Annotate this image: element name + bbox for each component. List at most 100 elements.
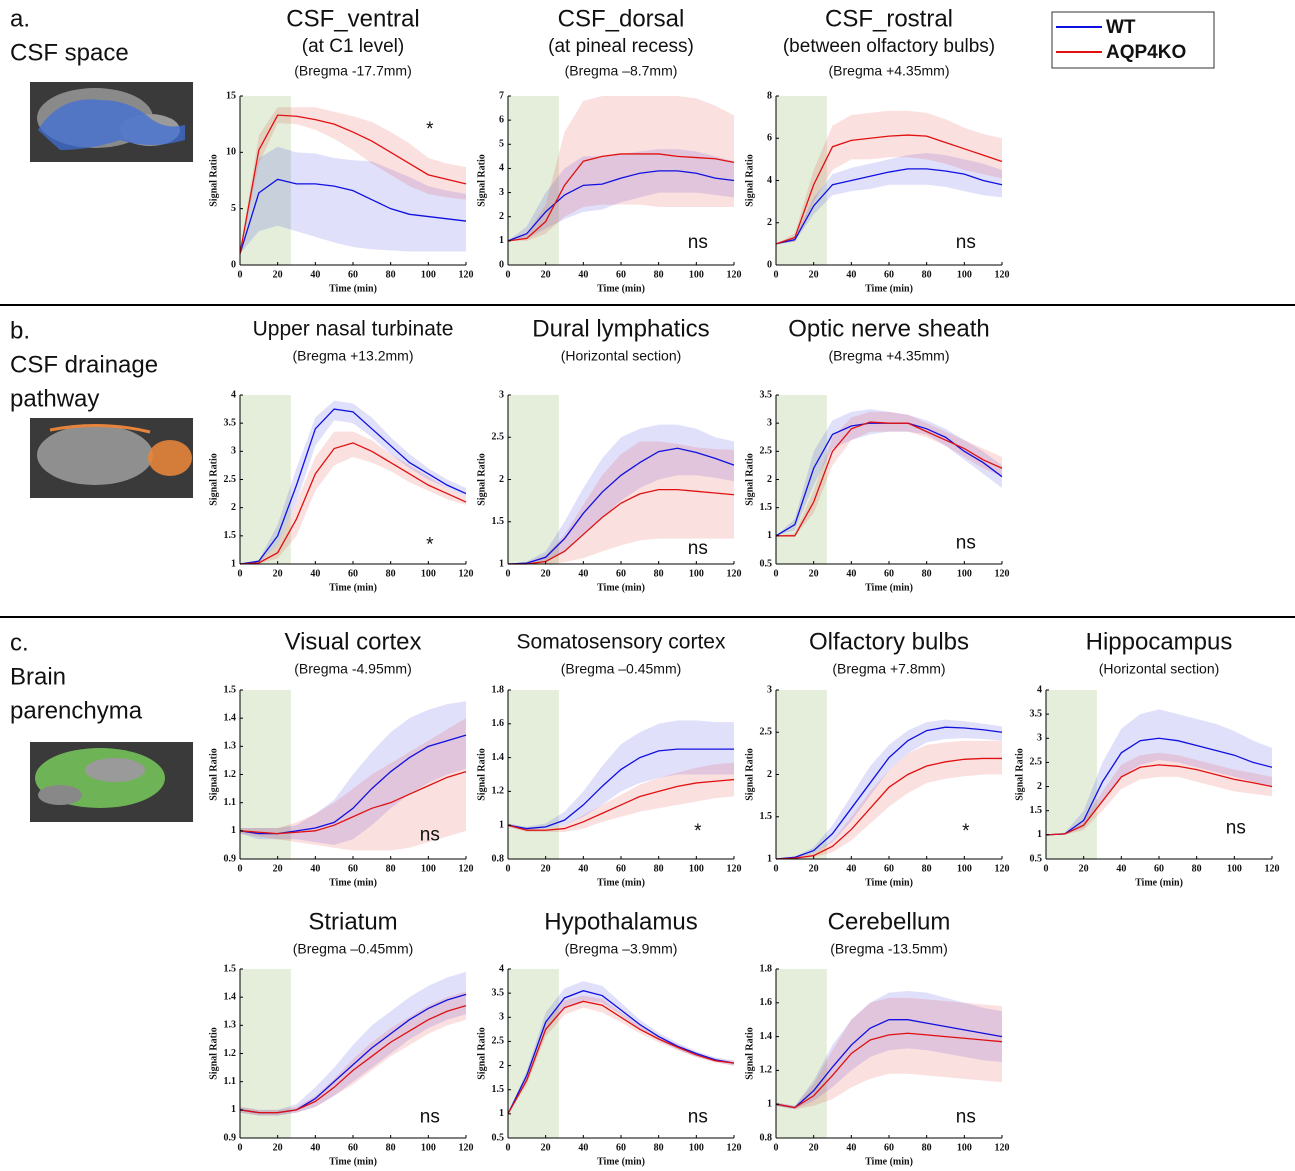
x-tick-label: 60 [348,1142,358,1153]
brain-image [30,418,193,498]
y-tick-label: 1 [231,825,236,836]
x-axis-label: Time (min) [597,1156,645,1167]
y-tick-label: 8 [767,90,772,101]
y-tick-label: 2.5 [224,474,237,485]
x-axis-label: Time (min) [597,283,645,294]
y-tick-label: 2 [767,474,772,485]
chart-subtitle: (Horizontal section) [561,348,682,364]
error-band [240,431,466,564]
y-tick-label: 2 [499,474,504,485]
section-letter: b. [10,317,30,344]
error-band [508,995,734,1114]
series-line [1045,737,1273,836]
x-tick-label: 0 [774,863,779,874]
section-letter: a. [10,5,30,32]
series-line [239,1004,467,1114]
x-tick-label: 120 [995,863,1010,874]
shaded-window [508,96,559,265]
chart-title: Upper nasal turbinate [253,318,454,341]
y-tick-label: 1.5 [760,811,773,822]
x-tick-label: 0 [506,568,511,579]
y-tick-label: 1 [231,558,236,569]
chart: 0.9 1 1.1 1.2 1.3 1.4 1.5 0 20 40 60 80 100 120 Time (… [208,628,473,888]
chart: 0 1 2 3 4 5 6 7 0 20 40 60 80 100 120 Time (min) Signal … [476,5,741,294]
error-band [508,762,734,832]
x-tick-label: 20 [273,863,283,874]
x-tick-label: 60 [884,1142,894,1153]
x-tick-label: 80 [654,568,664,579]
x-tick-label: 80 [922,269,932,280]
x-tick-label: 100 [421,568,436,579]
series-line [775,726,1003,860]
y-axis-label: Signal Ratio [208,154,219,207]
y-tick-label: 1.2 [224,769,237,780]
error-band [776,411,1002,536]
annotation: ns [688,232,708,253]
series-line [507,778,735,831]
chart: 0 5 10 15 0 20 40 60 80 100 120 Time (min) Signal Ra… [208,5,473,294]
y-tick-label: 1.6 [760,997,773,1008]
x-tick-label: 100 [689,269,704,280]
series-line [775,168,1003,245]
x-tick-label: 120 [995,1142,1010,1153]
section-label: Brain [10,663,66,690]
section-label: CSF space [10,39,129,66]
x-tick-label: 0 [238,269,243,280]
x-tick-label: 60 [348,863,358,874]
series-line [239,771,467,835]
series-line [239,442,467,565]
x-tick-label: 80 [654,269,664,280]
y-tick-label: 1.5 [224,963,237,974]
y-tick-label: 1 [499,1108,504,1119]
error-band [776,110,1002,244]
annotation: ns [956,533,976,554]
x-tick-label: 40 [578,1142,588,1153]
y-tick-label: 6 [499,114,504,125]
y-tick-label: 1.8 [760,963,773,974]
y-tick-label: 1.4 [760,1031,773,1042]
series-line [776,421,1003,537]
y-tick-label: 3.5 [224,417,237,428]
series-line [775,757,1002,860]
error-band [240,146,466,254]
x-tick-label: 20 [541,863,551,874]
series-line [775,134,1003,245]
x-tick-label: 100 [421,863,436,874]
chart-subtitle: (Bregma -13.5mm) [830,941,947,957]
chart-title: CSF_ventral [286,5,419,32]
x-tick-label: 20 [809,1142,819,1153]
y-tick-label: 4 [231,389,236,400]
y-tick-label: 0.5 [1030,853,1043,864]
y-axis-label: Signal Ratio [1014,748,1025,801]
x-tick-label: 100 [1227,863,1242,874]
x-tick-label: 80 [386,269,396,280]
shaded-window [776,969,827,1138]
chart-subtitle: (Bregma –0.45mm) [293,941,414,957]
x-tick-label: 80 [386,1142,396,1153]
x-tick-label: 0 [506,863,511,874]
x-tick-label: 20 [809,568,819,579]
x-tick-label: 120 [727,863,742,874]
shaded-window [508,969,559,1138]
series-line [775,1032,1003,1109]
x-tick-label: 60 [616,568,626,579]
x-tick-label: 100 [689,1142,704,1153]
y-axis-label: Signal Ratio [744,453,755,506]
x-tick-label: 0 [238,1142,243,1153]
section-label: CSF drainage [10,351,158,378]
x-tick-label: 60 [884,269,894,280]
error-band [776,740,1002,859]
chart: 0.5 1 1.5 2 2.5 3 3.5 0 20 40 60 80 100 120 Time (min)… [744,315,1009,593]
y-tick-label: 3 [499,187,504,198]
y-tick-label: 1.4 [224,991,237,1002]
x-axis-label: Time (min) [329,283,377,294]
chart-title: CSF_rostral [825,5,953,32]
error-band [776,719,1002,859]
y-tick-label: 1 [767,853,772,864]
x-tick-label: 120 [459,863,474,874]
y-tick-label: 0.8 [492,853,505,864]
